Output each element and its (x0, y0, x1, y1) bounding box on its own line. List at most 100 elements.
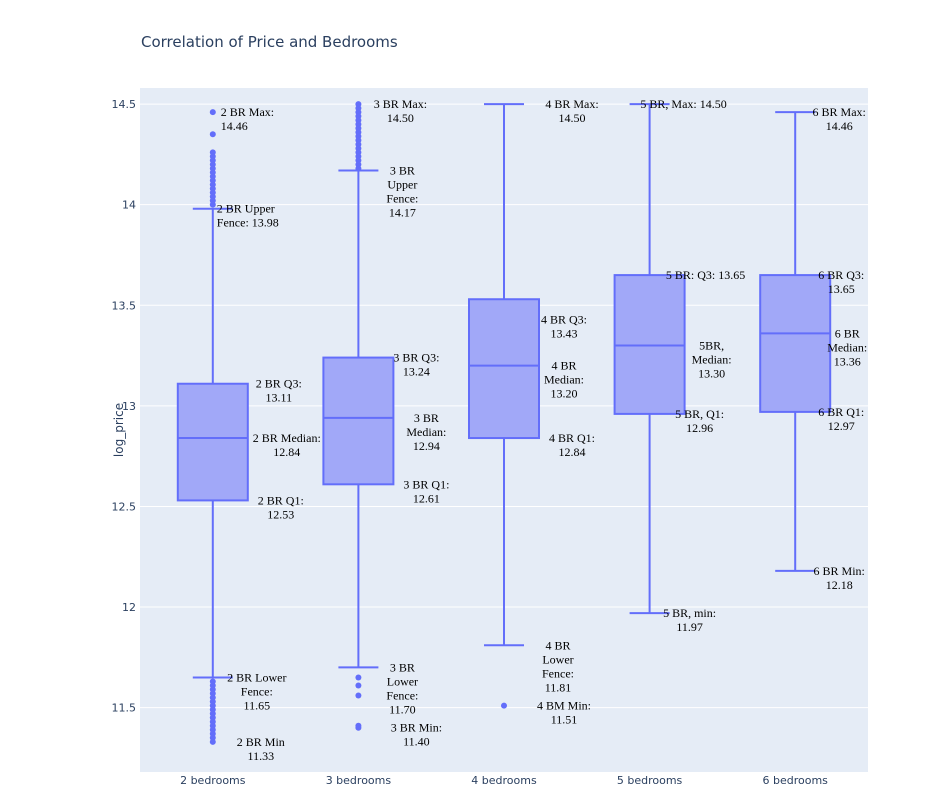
y-tick-label: 13 (122, 400, 136, 413)
annotation-line: Upper (387, 177, 417, 191)
annotation-line: 12.53 (267, 507, 294, 521)
box-2-bedrooms (176, 109, 249, 745)
annotation-label: 5 BR: Q3: 13.65 (666, 268, 745, 282)
annotation-line: 6 BR Max: (813, 105, 866, 119)
annotation-line: 4 BR Q1: (549, 431, 595, 445)
annotation-label: 2 BR Upper Fence: 13.98 (217, 202, 279, 230)
x-tick-label: 3 bedrooms (326, 774, 392, 787)
annotation-line: 11.33 (248, 749, 275, 763)
annotation-label: 2 BR Max: 14.46 (221, 105, 274, 133)
annotation-label: 3 BR Max: 14.50 (374, 97, 427, 125)
annotation-label: 6 BR Max: 14.46 (813, 105, 866, 133)
annotation-label: 2 BR Q1: 12.53 (258, 493, 304, 521)
x-tick-label: 5 bedrooms (617, 774, 683, 787)
annotation-line: 6 BR (835, 326, 860, 340)
annotation-line: Fence: (542, 666, 574, 680)
annotation-line: Lower (542, 652, 573, 666)
annotation-label: 4 BR Q3: 13.43 (541, 312, 587, 340)
annotation-label: 2 BR Lower Fence: 11.65 (227, 670, 286, 712)
outlier-point (209, 738, 216, 745)
box-iqr (613, 274, 686, 415)
annotation-line: 5 BR, Q1: (675, 407, 724, 421)
annotation-line: Median: (827, 340, 867, 354)
annotation-line: 14.17 (389, 205, 416, 219)
annotation-line: 2 BR Q3: (256, 377, 302, 391)
annotation-line: 5 BR, min: (663, 606, 716, 620)
annotation-line: 12.94 (413, 439, 440, 453)
annotation-line: Lower (387, 674, 418, 688)
annotation-label: 4 BR Q1: 12.84 (549, 431, 595, 459)
y-tick-label: 13.5 (112, 299, 137, 312)
annotation-line: 13.36 (834, 354, 861, 368)
annotation-line: 14.46 (221, 119, 248, 133)
annotation-line: 3 BR (390, 660, 415, 674)
y-axis-label: log_price (112, 403, 126, 457)
annotation-line: 2 BR Min (237, 735, 285, 749)
annotation-line: Fence: (386, 688, 418, 702)
x-tick-label: 2 bedrooms (180, 774, 246, 787)
outlier-point (209, 201, 216, 208)
annotations: 2 BR Max: 14.462 BR Upper Fence: 13.982 BR… (217, 97, 867, 763)
annotation-label: 5BR, Median: 13.30 (692, 339, 732, 381)
box-5-bedrooms (613, 103, 686, 615)
annotation-line: 2 BR Upper (217, 202, 275, 216)
annotation-line: Median: (544, 373, 584, 387)
annotation-label: 6 BR Q3: 13.65 (818, 268, 864, 296)
y-tick-label: 14 (122, 199, 136, 212)
annotation-line: 2 BR Q1: (258, 493, 304, 507)
box-3-bedrooms (322, 101, 395, 731)
y-axis-ticks: 11.5 12 12.5 13 13.5 14 14.5 (112, 98, 137, 715)
annotation-line: 11.51 (551, 713, 578, 727)
annotation-line: 13.30 (698, 367, 725, 381)
annotation-label: 5 BR, Q1: 12.96 (675, 407, 724, 435)
annotation-line: 12.97 (828, 419, 855, 433)
outlier-point (209, 131, 216, 138)
annotation-line: Fence: 13.98 (217, 216, 279, 230)
annotation-label: 4 BM Min: 11.51 (537, 699, 591, 727)
annotation-line: 14.50 (387, 111, 414, 125)
annotation-label: 6 BR Q1: 12.97 (818, 405, 864, 433)
annotation-label: 4 BR Max: 14.50 (545, 97, 598, 125)
annotation-label: 6 BR Min: 12.18 (814, 564, 865, 592)
annotation-label: 3 BR Median: 12.94 (406, 411, 446, 453)
annotation-line: 12.84 (273, 445, 300, 459)
box-series (176, 101, 832, 745)
annotation-label: 3 BR Lower Fence: 11.70 (386, 660, 418, 716)
annotation-line: 2 BR Max: (221, 105, 274, 119)
y-tick-label: 12.5 (112, 500, 137, 513)
annotation-line: 3 BR Min: (391, 721, 442, 735)
annotation-line: 3 BR Q3: (393, 351, 439, 365)
annotation-label: 4 BR Median: 13.20 (544, 359, 584, 401)
box-4-bedrooms (468, 103, 540, 709)
annotation-label: 3 BR Min: 11.40 (391, 721, 442, 749)
annotation-line: 6 BR Q3: (818, 268, 864, 282)
annotation-line: 11.97 (676, 620, 703, 634)
annotation-line: 4 BR (545, 638, 570, 652)
box-6-bedrooms (759, 111, 832, 572)
outlier-point (355, 165, 362, 172)
annotation-line: 11.81 (545, 680, 572, 694)
annotation-label: 4 BR Lower Fence: 11.81 (542, 638, 574, 694)
annotation-line: 5BR, (699, 339, 724, 353)
x-axis-ticks: 2 bedrooms 3 bedrooms 4 bedrooms 5 bedrooms… (180, 774, 828, 787)
annotation-label: 5 BR, Max: 14.50 (640, 97, 726, 111)
chart-title: Correlation of Price and Bedrooms (141, 33, 398, 51)
annotation-line: 13.24 (403, 365, 430, 379)
x-tick-label: 4 bedrooms (471, 774, 537, 787)
annotation-line: 13.65 (828, 282, 855, 296)
annotation-line: 4 BR Max: (545, 97, 598, 111)
annotation-line: 14.46 (826, 119, 853, 133)
annotation-line: 3 BR (414, 411, 439, 425)
annotation-label: 3 BR Upper Fence: 14.17 (386, 163, 418, 219)
outlier-point (355, 674, 362, 681)
annotation-line: 5 BR: Q3: 13.65 (666, 268, 745, 282)
annotation-label: 3 BR Q3: 13.24 (393, 351, 439, 379)
annotation-line: 12.96 (686, 421, 713, 435)
annotation-line: 11.65 (244, 698, 271, 712)
y-tick-label: 14.5 (112, 98, 137, 111)
box-iqr (176, 382, 249, 502)
annotation-line: 6 BR Q1: (818, 405, 864, 419)
annotation-line: 13.43 (551, 326, 578, 340)
annotation-line: Median: (692, 353, 732, 367)
